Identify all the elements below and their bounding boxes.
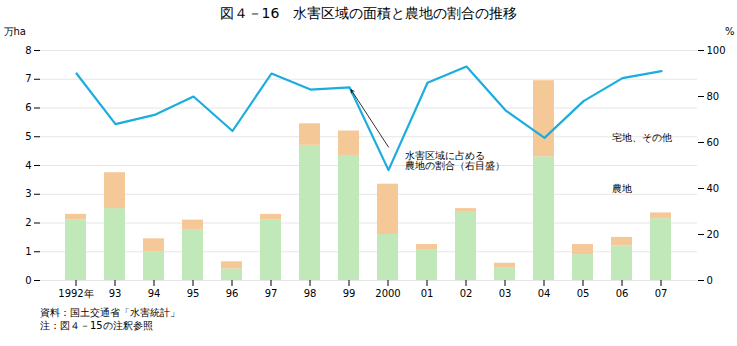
svg-text:93: 93 <box>109 288 122 299</box>
svg-text:万ha: 万ha <box>4 26 26 37</box>
svg-text:宅地、その他: 宅地、その他 <box>612 132 672 143</box>
svg-text:農地: 農地 <box>612 183 632 194</box>
html-text:資料：国土交通省「水害統計」 注：図４－15の注釈参照: 資料：国土交通省「水害統計」 注：図４－15の注釈参照 <box>40 307 180 331</box>
svg-text:3: 3 <box>25 188 31 199</box>
svg-text:96: 96 <box>226 288 239 299</box>
svg-text:7: 7 <box>25 73 31 84</box>
svg-text:1992年: 1992年 <box>58 288 93 299</box>
svg-text:07: 07 <box>655 288 668 299</box>
svg-text:2000: 2000 <box>375 288 400 299</box>
svg-text:97: 97 <box>265 288 278 299</box>
svg-text:99: 99 <box>343 288 356 299</box>
svg-text:05: 05 <box>577 288 590 299</box>
svg-text:0: 0 <box>25 275 31 286</box>
svg-text:06: 06 <box>616 288 629 299</box>
svg-text:水害区域に占める農地の割合（右目盛）: 水害区域に占める農地の割合（右目盛） <box>405 150 505 171</box>
svg-text:03: 03 <box>499 288 512 299</box>
svg-text:80: 80 <box>707 91 720 102</box>
svg-text:1: 1 <box>25 246 31 257</box>
svg-text:20: 20 <box>707 229 720 240</box>
svg-text:04: 04 <box>538 288 551 299</box>
svg-text:01: 01 <box>421 288 434 299</box>
svg-text:60: 60 <box>707 137 720 148</box>
svg-text:100: 100 <box>707 45 726 56</box>
html-text:図４－16 水害区域の面積と農地の割合の推移: 図４－16 水害区域の面積と農地の割合の推移 <box>219 5 518 21</box>
svg-text:4: 4 <box>25 160 31 171</box>
svg-text:40: 40 <box>707 183 720 194</box>
svg-text:5: 5 <box>25 131 31 142</box>
svg-text:98: 98 <box>304 288 317 299</box>
svg-text:0: 0 <box>707 275 713 286</box>
svg-text:8: 8 <box>25 45 31 56</box>
svg-text:2: 2 <box>25 217 31 228</box>
svg-text:02: 02 <box>460 288 473 299</box>
svg-text:6: 6 <box>25 102 31 113</box>
svg-text:94: 94 <box>148 288 161 299</box>
svg-text:95: 95 <box>187 288 200 299</box>
svg-text:%: % <box>725 26 735 37</box>
